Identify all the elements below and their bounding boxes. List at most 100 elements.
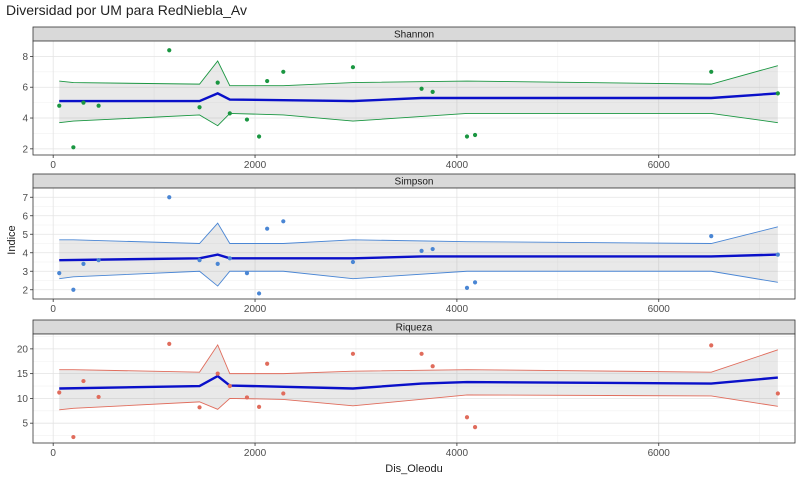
data-point-riqueza	[472, 425, 478, 430]
data-point-shannon	[430, 89, 435, 94]
ribbon-upper-line-shannon	[59, 60, 778, 87]
x-tick-label: 2000	[244, 160, 267, 171]
data-point-riqueza	[419, 351, 424, 356]
data-point-shannon	[71, 145, 76, 150]
ribbon-shannon	[59, 61, 778, 126]
fit-line-simpson	[59, 253, 778, 262]
data-point-shannon	[227, 111, 232, 116]
data-point-riqueza	[81, 378, 86, 384]
y-tick-label: 2	[22, 144, 28, 155]
data-point-shannon	[215, 80, 220, 85]
data-point-simpson	[197, 258, 202, 263]
data-point-shannon	[96, 103, 101, 108]
x-tick-label: 4000	[446, 304, 469, 315]
data-point-simpson	[709, 234, 714, 239]
x-axis-title: Dis_Oleodu	[385, 463, 442, 475]
data-point-riqueza	[215, 371, 220, 376]
data-point-riqueza	[464, 415, 470, 420]
x-tick-label: 6000	[648, 304, 671, 315]
y-tick-label: 6	[22, 211, 28, 222]
data-point-shannon	[57, 103, 62, 108]
ribbon-upper-line-simpson	[59, 222, 778, 244]
y-tick-label: 4	[22, 248, 28, 259]
data-point-simpson	[419, 248, 424, 253]
data-point-simpson	[775, 252, 780, 257]
data-point-simpson	[350, 259, 356, 265]
data-point-shannon	[350, 65, 356, 70]
y-tick-label: 7	[22, 193, 28, 204]
x-tick-label: 4000	[446, 448, 469, 459]
ribbon-lower-line-riqueza	[59, 394, 778, 411]
y-tick-label: 15	[17, 369, 29, 380]
data-point-riqueza	[71, 434, 76, 440]
x-tick-label: 0	[50, 448, 56, 459]
facet-label-simpson: Simpson	[395, 177, 434, 188]
y-tick-label: 5	[22, 230, 28, 241]
data-point-riqueza	[227, 383, 232, 389]
data-point-riqueza	[281, 391, 286, 396]
chart-title: Diversidad por UM para RedNiebla_Av	[6, 2, 247, 18]
data-point-simpson	[227, 256, 232, 261]
data-point-simpson	[57, 271, 62, 276]
y-tick-label: 4	[22, 114, 28, 125]
facet-label-riqueza: Riqueza	[396, 323, 433, 334]
data-point-riqueza	[244, 395, 250, 400]
data-point-simpson	[430, 246, 435, 252]
data-point-shannon	[709, 69, 714, 74]
y-tick-label: 5	[22, 419, 28, 430]
data-point-riqueza	[167, 341, 172, 347]
ribbon-lower-line-simpson	[59, 270, 778, 287]
x-tick-label: 0	[50, 304, 56, 315]
facet-label-shannon: Shannon	[394, 30, 434, 41]
ribbon-simpson	[59, 223, 778, 287]
data-point-shannon	[281, 69, 286, 74]
x-tick-label: 6000	[648, 160, 671, 171]
data-point-simpson	[96, 258, 101, 263]
y-tick-label: 6	[22, 83, 28, 94]
data-point-riqueza	[265, 361, 270, 366]
panel-border-shannon	[32, 40, 796, 156]
data-point-riqueza	[430, 364, 435, 369]
data-point-riqueza	[775, 391, 780, 396]
fit-line-riqueza	[59, 374, 778, 390]
ribbon-upper-line-riqueza	[59, 343, 778, 375]
data-point-shannon	[464, 134, 470, 139]
data-point-shannon	[472, 132, 478, 138]
y-axis-title: Indice	[6, 225, 18, 254]
x-tick-label: 2000	[244, 304, 267, 315]
data-point-simpson	[215, 261, 220, 266]
panel-border-simpson	[32, 187, 796, 300]
data-point-shannon	[419, 86, 424, 91]
y-tick-label: 3	[22, 267, 28, 278]
data-point-simpson	[256, 291, 262, 296]
ribbon-riqueza	[59, 344, 778, 410]
data-point-riqueza	[256, 404, 262, 409]
data-point-shannon	[256, 134, 262, 139]
data-point-riqueza	[96, 394, 101, 400]
y-tick-label: 20	[17, 344, 29, 355]
x-tick-label: 6000	[648, 448, 671, 459]
data-point-simpson	[464, 285, 470, 290]
data-point-shannon	[244, 117, 250, 122]
data-point-simpson	[472, 280, 478, 285]
ribbon-lower-line-shannon	[59, 112, 778, 127]
data-point-simpson	[71, 287, 76, 292]
data-point-riqueza	[350, 351, 356, 356]
data-point-shannon	[197, 105, 202, 110]
data-point-shannon	[265, 78, 270, 84]
panel-bg-riqueza	[33, 334, 795, 443]
data-point-riqueza	[197, 405, 202, 410]
x-tick-label: 0	[50, 160, 56, 171]
data-point-riqueza	[709, 343, 714, 348]
panel-border-riqueza	[32, 333, 796, 444]
x-tick-label: 4000	[446, 160, 469, 171]
data-point-simpson	[244, 271, 250, 276]
data-point-simpson	[281, 219, 286, 224]
y-tick-label: 2	[22, 285, 28, 296]
y-tick-label: 8	[22, 52, 28, 63]
data-point-simpson	[167, 195, 172, 200]
data-point-shannon	[167, 48, 172, 53]
data-point-simpson	[81, 261, 86, 266]
data-point-shannon	[775, 91, 780, 96]
